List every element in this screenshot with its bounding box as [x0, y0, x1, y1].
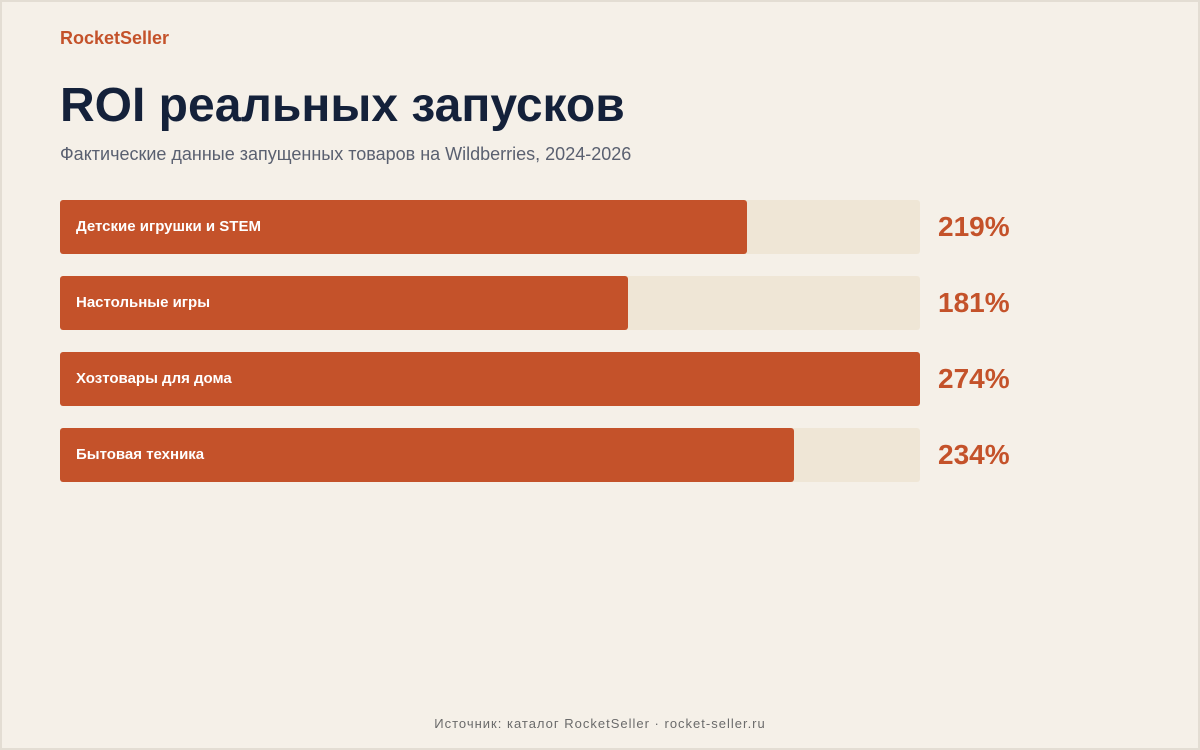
bar-value-label: 234%: [938, 439, 1010, 470]
source-footer: Источник: каталог RocketSeller · rocket-…: [434, 716, 766, 731]
bar-value-label: 181%: [938, 287, 1010, 318]
bar-row: Хозтовары для дома 274%: [60, 352, 1060, 406]
bar-category-label: Настольные игры: [76, 294, 211, 311]
bar-track: [60, 200, 920, 254]
bar: [60, 200, 747, 254]
bar-row: Настольные игры 181%: [60, 276, 1060, 330]
bar-row: Детские игрушки и STEM 219%: [60, 200, 1060, 254]
bar-track: [60, 276, 920, 330]
bar-track: [60, 352, 920, 406]
bar-track: [60, 428, 920, 482]
bar: [60, 352, 920, 406]
roi-bar-chart: Детские игрушки и STEM 219% Настольные игр…: [60, 200, 1060, 504]
bar: [60, 428, 794, 482]
brand-logo: RocketSeller: [60, 28, 170, 48]
bar: [60, 276, 628, 330]
bar-category-label: Детские игрушки и STEM: [76, 218, 261, 235]
bar-category-label: Хозтовары для дома: [76, 370, 232, 387]
bar-value-label: 274%: [938, 363, 1010, 394]
bar-value-label: 219%: [938, 211, 1010, 242]
bar-category-label: Бытовая техника: [76, 446, 205, 463]
page-title: ROI реальных запусков: [60, 79, 625, 132]
bar-row: Бытовая техника 234%: [60, 428, 1060, 482]
page-subtitle: Фактические данные запущенных товаров на…: [60, 144, 632, 164]
